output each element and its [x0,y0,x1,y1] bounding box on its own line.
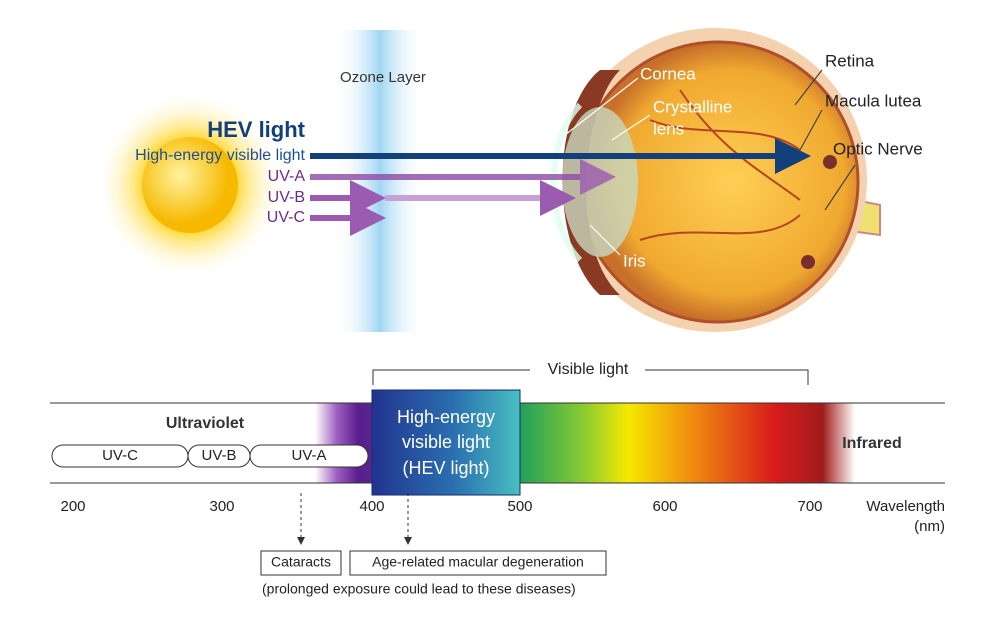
uv-pills [51,444,369,468]
hev-line: High-energy [397,407,495,427]
infrared-label: Infrared [842,435,902,452]
pill-label: UV-C [102,447,138,464]
wavelength: 300 [209,498,234,515]
vessel-dot [823,155,837,169]
wavelength-axis: 200 300 400 500 600 700 [60,498,822,515]
axis-label: (nm) [914,518,945,535]
hev-box-text: High-energy visible light (HEV light) [397,407,495,478]
disease-box [260,550,342,576]
ray-label: UV-A [268,168,306,185]
note: (prolonged exposure could lead to these … [262,581,576,597]
disease-box [349,550,607,576]
eye-labels: Cornea Crystalline lens Iris [623,64,732,270]
visible-label: Visible light [548,361,629,378]
wavelength: 700 [797,498,822,515]
wavelength: 400 [359,498,384,515]
label: Macula lutea [825,91,922,110]
label: lens [653,119,684,138]
wavelength: 500 [507,498,532,515]
disease: Age-related macular degeneration [372,554,584,570]
vessel-dot [801,255,815,269]
leaders [564,69,856,256]
wavelength: 600 [652,498,677,515]
hev-title: HEV light [207,117,305,142]
ray-label: UV-C [267,209,305,226]
wavelength: 200 [60,498,85,515]
ozone-label: Ozone Layer [340,69,426,86]
label: Iris [623,251,646,270]
pill-label: UV-A [291,447,326,464]
axis-label: Wavelength [866,498,945,515]
ultraviolet-label: Ultraviolet [166,415,245,432]
eye-labels-outside: Retina Macula lutea Optic Nerve [825,51,923,158]
label: Crystalline [653,97,732,116]
pill-label: UV-B [201,447,236,464]
pill [249,444,369,468]
sun [142,137,238,233]
disease: Cataracts [271,554,331,570]
hev-line: (HEV light) [402,458,489,478]
label: Cornea [640,64,696,83]
label: Retina [825,51,875,70]
hev-subtitle: High-energy visible light [135,147,305,164]
hev-box [371,389,521,496]
ray-label: UV-B [268,189,305,206]
label: Optic Nerve [833,139,923,158]
hev-line: visible light [402,432,490,452]
bracket-gap [530,360,645,380]
